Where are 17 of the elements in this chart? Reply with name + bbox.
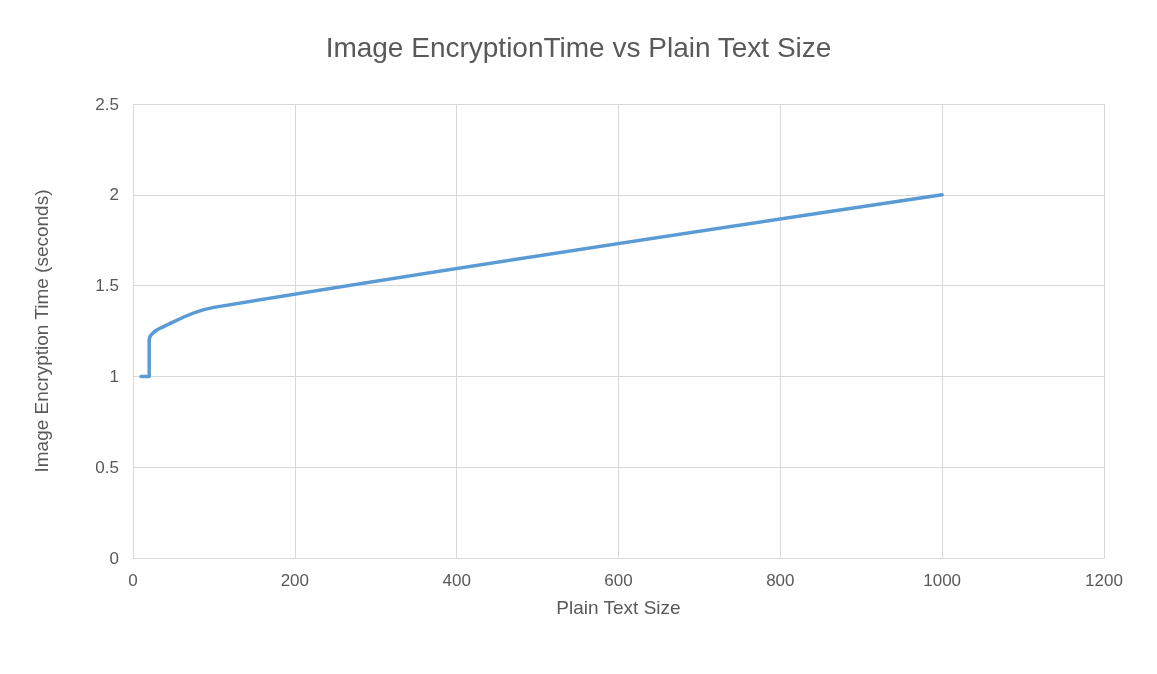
y-tick-label: 1.5 xyxy=(95,276,119,296)
y-axis-title: Image Encryption Time (seconds) xyxy=(31,189,52,473)
y-tick-label: 0.5 xyxy=(95,457,119,477)
line-series xyxy=(139,193,944,379)
x-tick-label: 400 xyxy=(442,571,471,590)
chart-title: Image EncryptionTime vs Plain Text Size xyxy=(325,31,832,63)
y-tick-label: 0 xyxy=(109,548,119,568)
y-tick-label: 1 xyxy=(109,366,119,386)
x-axis-title: Plain Text Size xyxy=(556,597,681,618)
x-tick-label: 800 xyxy=(766,571,795,590)
y-tick-label: 2.5 xyxy=(95,94,119,114)
x-tick-label: 200 xyxy=(280,571,310,590)
y-tick-label: 2 xyxy=(109,185,119,205)
x-tick-label: 1000 xyxy=(923,571,962,590)
x-tick-label: 600 xyxy=(604,571,633,590)
x-tick-label: 0 xyxy=(128,571,138,590)
x-tick-label: 1200 xyxy=(1085,571,1123,590)
